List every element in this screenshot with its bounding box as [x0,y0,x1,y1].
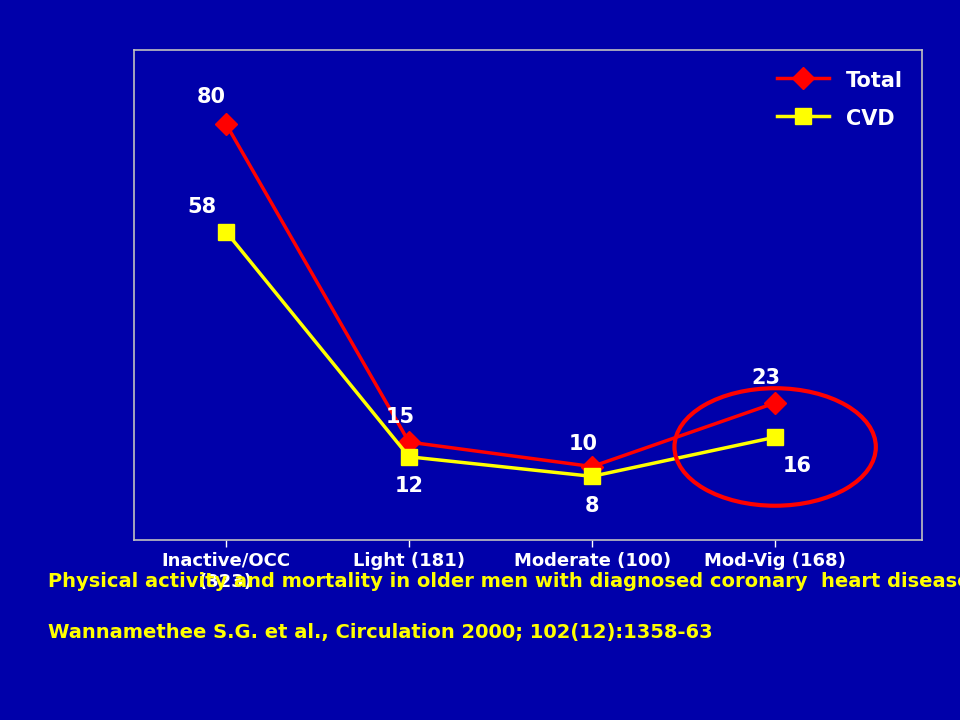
Total [220,120,231,128]
CVD [220,228,231,236]
CVD [587,472,598,481]
Total [587,462,598,471]
Total [403,438,415,446]
Total [769,399,780,408]
CVD [769,433,780,441]
Text: 8: 8 [585,495,599,516]
Line: CVD: CVD [218,224,782,484]
Text: 58: 58 [187,197,217,217]
Text: Wannamethee S.G. et al., Circulation 2000; 102(12):1358-63: Wannamethee S.G. et al., Circulation 200… [48,623,712,642]
Text: 12: 12 [395,476,423,496]
Text: 15: 15 [385,408,415,428]
Text: 80: 80 [197,86,226,107]
CVD [403,452,415,461]
Text: 23: 23 [752,368,780,388]
Text: 10: 10 [568,434,597,454]
Text: Physical activity and mortality in older men with diagnosed coronary  heart dise: Physical activity and mortality in older… [48,572,960,591]
Text: 16: 16 [782,456,811,477]
Line: Total: Total [218,116,782,474]
Legend: Total, CVD: Total, CVD [769,60,911,138]
